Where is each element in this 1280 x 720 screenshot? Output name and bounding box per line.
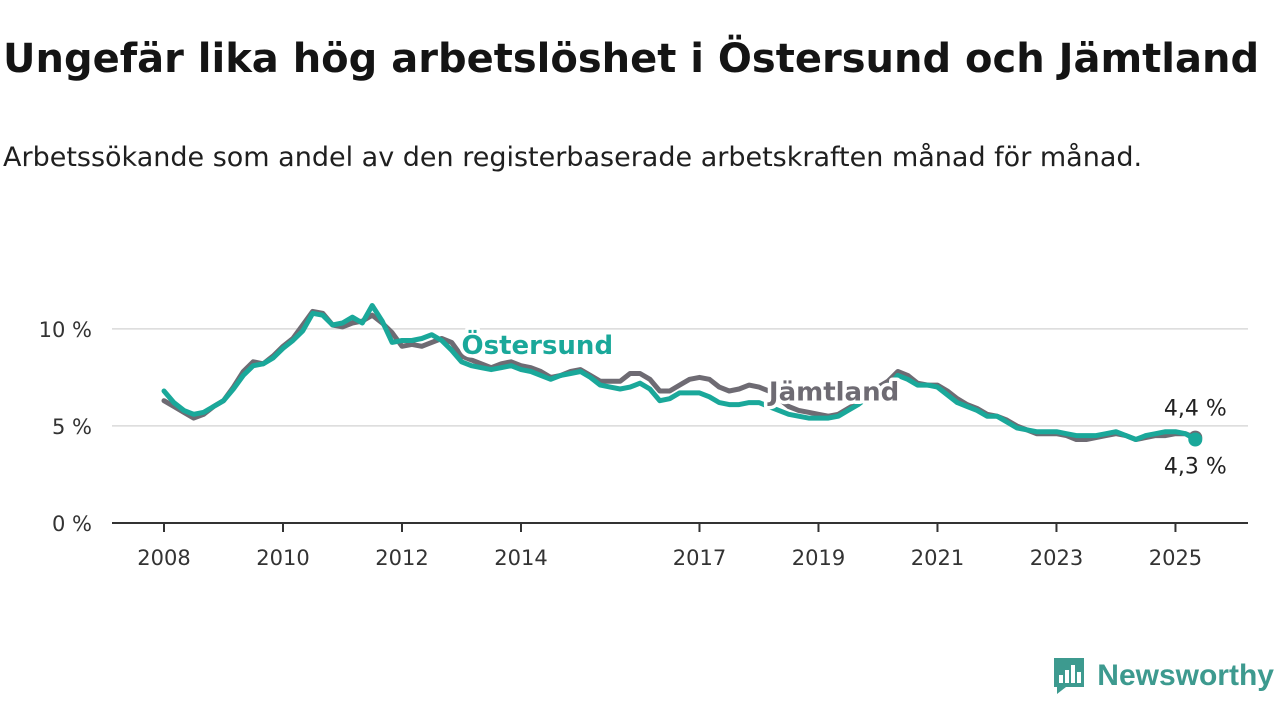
x-tick-label: 2010 — [256, 546, 309, 570]
series-label--stersund: Östersund — [461, 328, 613, 361]
x-tick-label: 2012 — [375, 546, 428, 570]
series-end-point--stersund — [1188, 432, 1203, 447]
x-tick-label: 2025 — [1149, 546, 1202, 570]
x-tick-label: 2008 — [137, 546, 190, 570]
chart-subtitle: Arbetssökande som andel av den registerb… — [3, 142, 1143, 173]
end-value-label-j-mtland: 4,4 % — [1164, 397, 1227, 422]
x-tick-label: 2019 — [792, 546, 845, 570]
y-tick-label: 0 % — [52, 512, 92, 536]
brand-logo: Newsworthy — [1051, 656, 1274, 696]
series-labels: Östersund Jämtland 4,4 % 4,3 % — [458, 325, 1230, 483]
x-tick-label: 2023 — [1030, 546, 1083, 570]
x-tick-label: 2021 — [911, 546, 964, 570]
x-tick-label: 2014 — [494, 546, 547, 570]
end-value-label--stersund: 4,3 % — [1164, 455, 1227, 480]
y-tick-label: 5 % — [52, 415, 92, 439]
x-tick-label: 2017 — [673, 546, 726, 570]
newsworthy-logo-icon — [1054, 658, 1085, 694]
axes: 0 % 5 % 10 % 2008 2010 2012 2014 2017 2019 2021 20… — [39, 318, 1248, 570]
chart-title: Ungefär lika hög arbetslöshet i Östersun… — [3, 36, 1260, 82]
series-line--stersund — [161, 303, 1198, 442]
y-tick-label: 10 % — [39, 318, 92, 342]
series-label-j-mtland: Jämtland — [767, 378, 899, 408]
series-line-j-mtland — [161, 308, 1198, 442]
series-lines — [161, 303, 1203, 447]
gridlines — [112, 328, 1248, 427]
brand-name: Newsworthy — [1097, 659, 1274, 692]
